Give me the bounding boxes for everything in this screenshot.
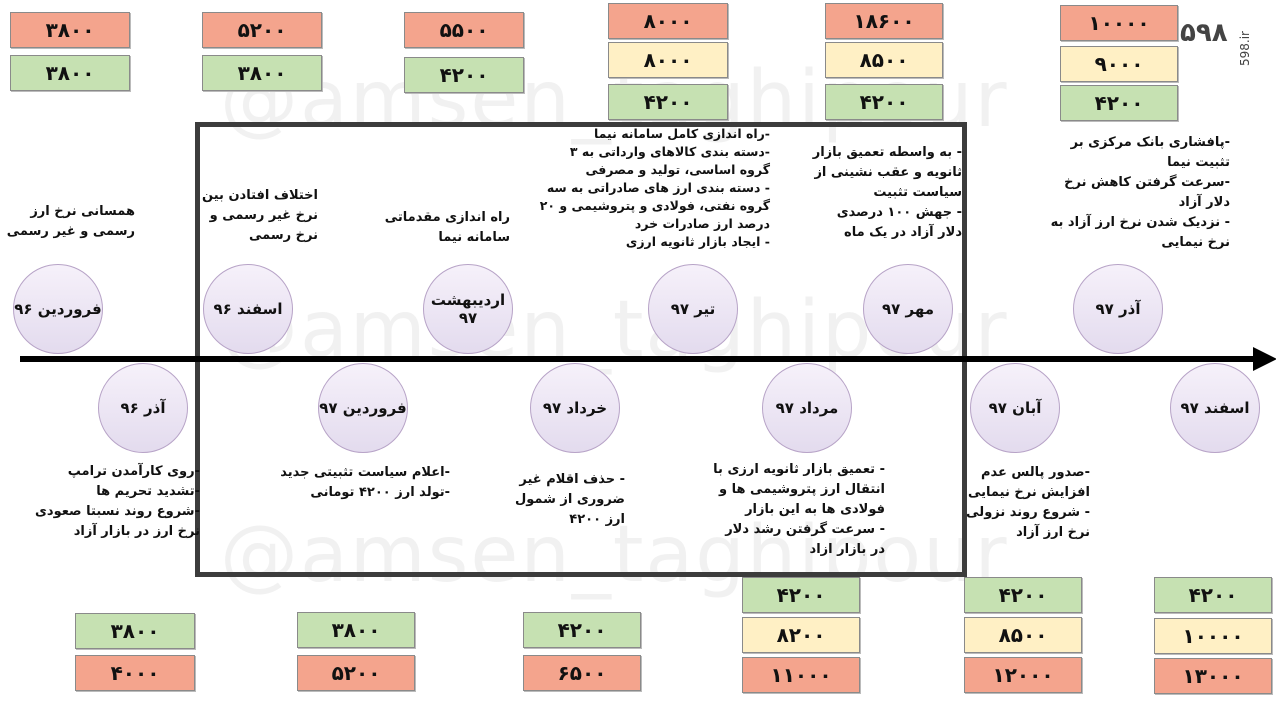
date-circle: آذر ۹۷ (1073, 264, 1163, 354)
brand-logo: ۵۹۸ (1180, 18, 1228, 48)
event-notes: -پافشاری بانک مرکزی بر تثبیت نیما -سرعت گر… (1050, 135, 1230, 250)
event-notes: اختلاف افتادن بین نرخ غیر رسمی و نرخ رسمی (202, 188, 318, 243)
rate-box: ۸۰۰۰ (608, 42, 728, 78)
event-notes: -راه اندازی کامل سامانه نیما -دسته بندی ک… (539, 126, 770, 249)
date-circle: تیر ۹۷ (648, 264, 738, 354)
rate-box: ۸۵۰۰ (825, 42, 943, 78)
rate-box: ۴۲۰۰ (742, 577, 860, 613)
rate-box: ۴۲۰۰ (1060, 85, 1178, 121)
rate-box: ۱۸۶۰۰ (825, 3, 943, 39)
rate-box: ۳۸۰۰ (10, 55, 130, 91)
rate-box: ۱۱۰۰۰ (742, 657, 860, 693)
rate-box: ۴۲۰۰ (608, 84, 728, 120)
date-circle: خرداد ۹۷ (530, 363, 620, 453)
date-circle: آبان ۹۷ (970, 363, 1060, 453)
event-notes: - تعمیق بازار ثانویه ارزی با انتقال ارز پ… (713, 462, 885, 557)
rate-box: ۹۰۰۰ (1060, 46, 1178, 82)
rate-box: ۸۵۰۰ (964, 617, 1082, 653)
rate-box: ۴۲۰۰ (523, 612, 641, 648)
rate-box: ۴۲۰۰ (825, 84, 943, 120)
rate-box: ۱۰۰۰۰ (1060, 5, 1178, 41)
date-circle: مهر ۹۷ (863, 264, 953, 354)
event-notes: - به واسطه تعمیق بازار ثانویه و عقب نشینی… (812, 145, 962, 240)
event-notes: -صدور پالس عدم افزایش نرخ نیمایی - شروع رو… (966, 465, 1090, 540)
date-circle: مرداد ۹۷ (762, 363, 852, 453)
event-notes: -اعلام سیاست تثبیتی جدید -تولد ارز ۴۲۰۰ ت… (280, 465, 450, 500)
rate-box: ۱۲۰۰۰ (964, 657, 1082, 693)
timeline-arrow-icon (1253, 347, 1276, 371)
event-notes: راه اندازی مقدماتی سامانه نیما (384, 210, 510, 245)
rate-box: ۳۸۰۰ (10, 12, 130, 48)
rate-box: ۶۵۰۰ (523, 655, 641, 691)
date-circle: اسفند ۹۷ (1170, 363, 1260, 453)
rate-box: ۴۲۰۰ (964, 577, 1082, 613)
date-circle: فروردین ۹۷ (318, 363, 408, 453)
rate-box: ۵۲۰۰ (297, 655, 415, 691)
rate-box: ۳۸۰۰ (202, 55, 322, 91)
rate-box: ۳۸۰۰ (297, 612, 415, 648)
date-circle: آذر ۹۶ (98, 363, 188, 453)
date-circle: فروردین ۹۶ (13, 264, 103, 354)
rate-box: ۱۳۰۰۰ (1154, 658, 1272, 694)
timeline-axis (20, 356, 1256, 362)
rate-box: ۸۲۰۰ (742, 617, 860, 653)
date-circle: اسفند ۹۶ (203, 264, 293, 354)
rate-box: ۴۲۰۰ (1154, 577, 1272, 613)
rate-box: ۸۰۰۰ (608, 3, 728, 39)
rate-box: ۴۲۰۰ (404, 57, 524, 93)
rate-box: ۳۸۰۰ (75, 613, 195, 649)
rate-box: ۱۰۰۰۰ (1154, 618, 1272, 654)
rate-box: ۵۵۰۰ (404, 12, 524, 48)
date-circle: اردیبهشت ۹۷ (423, 264, 513, 354)
brand-site: 598.ir (1238, 31, 1252, 66)
event-notes: -روی کارآمدن ترامپ -تشدید تحریم ها -شروع ر… (34, 464, 200, 539)
event-notes: همسانی نرخ ارز رسمی و غیر رسمی (6, 204, 135, 239)
event-notes: - حذف اقلام غیر ضروری از شمول ارز ۴۲۰۰ (514, 472, 625, 527)
rate-box: ۴۰۰۰ (75, 655, 195, 691)
rate-box: ۵۲۰۰ (202, 12, 322, 48)
highlight-frame (195, 122, 967, 577)
